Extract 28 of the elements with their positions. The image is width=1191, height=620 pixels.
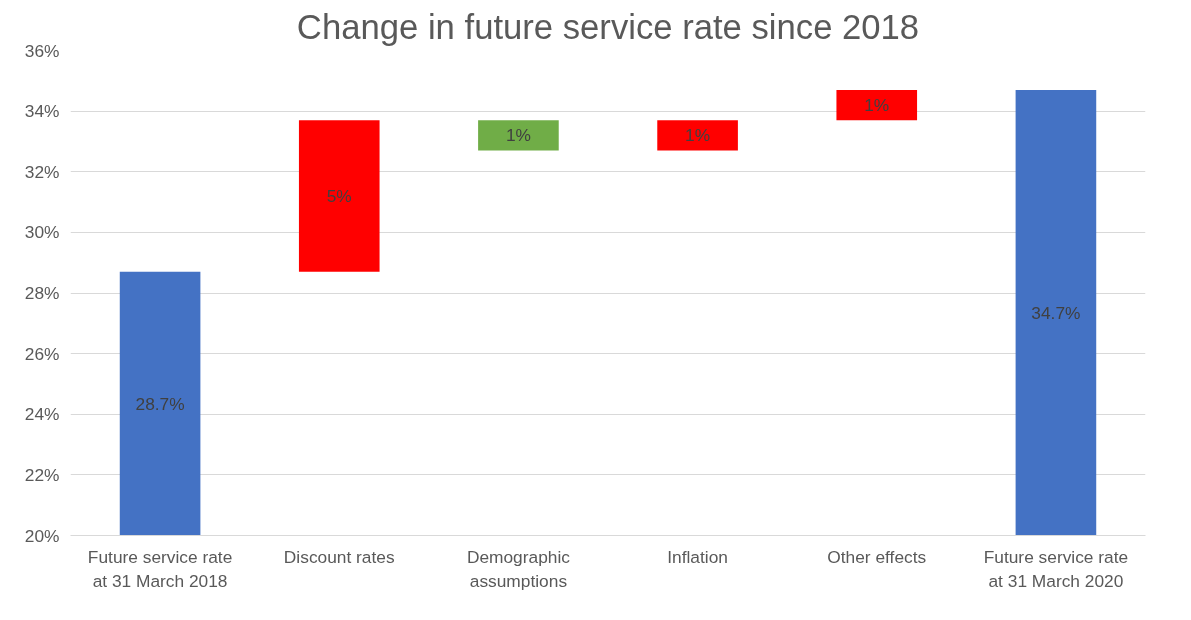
y-tick-label: 20% [24,525,60,546]
x-tick-label: Discount rates [283,546,395,567]
bar [836,89,918,121]
y-tick-label: 28% [24,283,60,303]
data-label: 28.7% [135,393,185,414]
chart-title: Change in future service rate since 2018 [296,7,920,46]
data-label: 1% [685,125,711,146]
y-tick-label: 22% [24,464,60,485]
bar [1015,89,1097,536]
y-tick-label: 32% [24,161,60,182]
x-tick-label: Future service rate at 31 March 2020 [983,546,1129,591]
y-tick-label: 24% [24,404,60,425]
y-tick-label: 30% [24,222,60,243]
bar [657,120,738,151]
x-tick-label: Future service rate at 31 March 2018 [87,546,233,591]
bar [119,271,201,536]
y-tick-label: 26% [24,343,60,364]
bar [478,120,559,151]
data-label: 1% [505,125,531,146]
x-tick-label: Other effects [827,546,927,567]
data-label: 5% [326,186,352,206]
x-tick-label: Demographic assumptions [466,546,571,591]
bar [298,120,380,272]
y-tick-label: 34% [24,101,60,122]
data-label: 1% [864,95,890,116]
x-tick-label: Inflation [667,546,728,567]
data-label: 34.7% [1031,302,1081,323]
y-tick-label: 36% [24,40,60,61]
